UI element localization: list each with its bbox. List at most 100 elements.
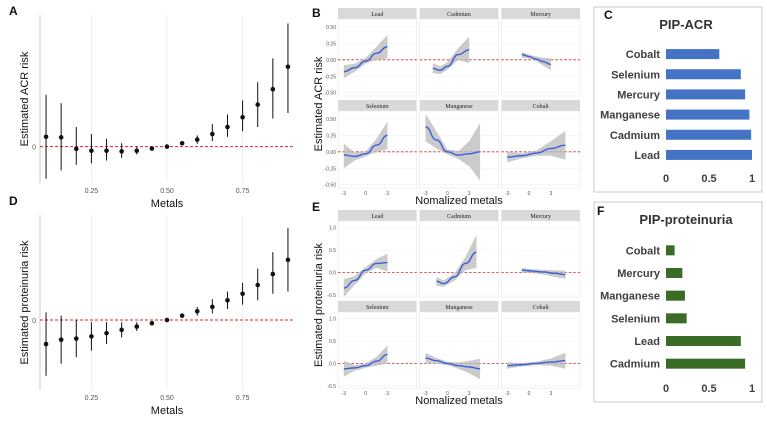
B-x-tick-label: 3 — [549, 191, 552, 197]
B-y-tick-label: 0.00 — [326, 150, 336, 156]
E-confidence-band-0 — [343, 253, 388, 297]
B-facet-strip — [501, 8, 580, 19]
E-x-tick-label: 3 — [549, 391, 552, 397]
C-bar-5 — [666, 149, 752, 160]
A-point-0 — [43, 134, 49, 140]
D-point-0 — [43, 341, 49, 347]
D-point-12 — [225, 298, 230, 303]
E-y-tick-label: 0.0 — [329, 361, 336, 367]
A-point-2 — [73, 146, 79, 152]
F-chart-title: PIP-proteinuria — [639, 212, 733, 227]
A-point-15 — [270, 86, 276, 92]
C-category-label: Cadmium — [610, 130, 660, 142]
E-panel-label: E — [312, 200, 320, 214]
F-category-label: Cobalt — [626, 245, 661, 257]
E-facet-strip — [419, 210, 499, 221]
A-x-tick-label: 0.75 — [236, 188, 250, 195]
E-x-tick-label: 0 — [364, 391, 367, 397]
F-x-tick-label: 1 — [749, 383, 755, 395]
C-x-tick-label: 1 — [749, 173, 755, 185]
B-smooth-line-1 — [432, 49, 470, 72]
A-point-13 — [240, 114, 245, 120]
B-confidence-band-4 — [425, 113, 481, 181]
A-point-1 — [58, 135, 64, 140]
D-point-5 — [119, 327, 124, 333]
E-facet-area — [501, 311, 581, 389]
B-facet-strip — [419, 8, 499, 19]
E-facet-area — [419, 220, 499, 298]
F-x-tick-label: 0.5 — [701, 383, 716, 395]
E-smooth-line-1 — [436, 251, 477, 285]
B-x-tick-label: -3 — [423, 191, 428, 197]
B-facet-area — [419, 110, 499, 189]
B-x-tick-label: 0 — [528, 191, 531, 197]
D-point-3 — [89, 334, 94, 339]
B-smooth-line-0 — [343, 45, 388, 73]
E-confidence-band-4 — [425, 352, 481, 380]
A-x-tick-label: 0.25 — [85, 188, 99, 195]
D-y-tick-label: 0 — [32, 318, 36, 325]
B-panel-label: B — [312, 6, 321, 20]
E-y-tick-label: 0.0 — [329, 270, 336, 276]
B-confidence-band-1 — [432, 36, 470, 75]
F-bar-3 — [666, 313, 687, 324]
B-x-axis-label: Nomalized metals — [415, 195, 503, 207]
D-point-14 — [255, 282, 261, 288]
A-point-8 — [164, 144, 170, 149]
B-facet-strip — [501, 100, 580, 111]
D-point-16 — [285, 257, 291, 263]
C-category-label: Mercury — [617, 89, 661, 101]
B-x-tick-label: -3 — [505, 191, 510, 197]
A-point-7 — [149, 146, 155, 151]
B-facet-strip — [419, 100, 499, 111]
B-facet-strip — [338, 100, 417, 111]
E-facet-title: Lead — [371, 214, 383, 220]
F-category-label: Manganese — [600, 291, 660, 303]
D-panel-label: D — [9, 194, 18, 208]
E-facet-title: Cadmium — [447, 214, 471, 220]
C-frame — [593, 6, 763, 193]
E-y-tick-label: 1.0 — [329, 226, 336, 232]
D-y-axis-label: Estimated proteinuria risk — [19, 240, 31, 365]
F-bar-4 — [666, 336, 741, 346]
E-x-tick-label: -3 — [505, 391, 510, 397]
C-x-tick-label: 0 — [663, 173, 669, 185]
B-smooth-line-4 — [425, 126, 481, 156]
E-y-tick-label: -0.5 — [327, 293, 336, 299]
B-y-tick-label: 0.25 — [326, 133, 336, 139]
E-x-tick-label: -3 — [423, 391, 428, 397]
B-x-tick-label: 0 — [446, 191, 449, 197]
B-y-tick-label: 0.50 — [326, 25, 336, 31]
E-x-axis-label: Nomalized metals — [415, 395, 503, 407]
B-confidence-band-5 — [507, 130, 566, 163]
F-panel-label: F — [597, 204, 604, 218]
B-x-tick-label: -3 — [342, 191, 347, 197]
A-point-10 — [194, 137, 200, 142]
A-point-5 — [119, 149, 124, 154]
B-y-tick-label: -0.25 — [325, 74, 337, 80]
E-y-tick-label: 1.0 — [329, 317, 336, 323]
A-point-12 — [225, 124, 230, 130]
F-bar-0 — [666, 245, 675, 256]
A-point-4 — [104, 148, 109, 154]
B-x-tick-label: 3 — [386, 191, 389, 197]
B-y-tick-label: 0.25 — [326, 41, 336, 47]
A-point-11 — [210, 131, 215, 137]
B-smooth-line-5 — [507, 144, 566, 158]
F-bar-1 — [666, 268, 683, 278]
E-y-tick-label: 0.5 — [329, 339, 336, 345]
A-point-16 — [285, 64, 291, 70]
E-facet-title: Selenium — [366, 305, 389, 311]
D-x-tick-label: 0.25 — [85, 395, 99, 402]
E-facet-strip — [419, 301, 499, 312]
D-x-tick-label: 0.75 — [236, 395, 250, 402]
E-smooth-line-3 — [343, 353, 388, 370]
A-x-axis-label: Metals — [151, 198, 184, 210]
F-category-label: Selenium — [611, 313, 660, 325]
E-facet-strip — [501, 210, 580, 221]
E-smooth-line-5 — [507, 360, 566, 367]
B-x-tick-label: 0 — [364, 191, 367, 197]
E-facet-area — [337, 311, 417, 389]
B-facet-title: Cobalt — [533, 104, 549, 110]
E-smooth-line-2 — [521, 269, 566, 276]
